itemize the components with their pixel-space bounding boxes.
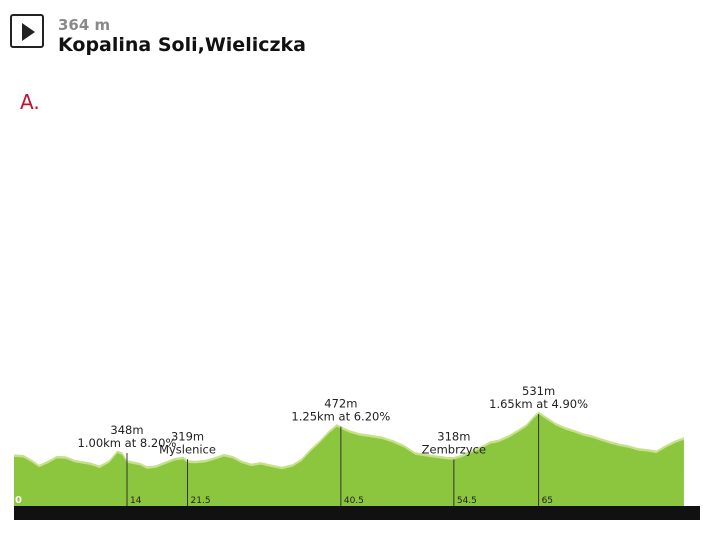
place-name-label: Myslenice xyxy=(159,442,216,456)
km-tick-label: 21.5 xyxy=(191,496,211,506)
play-icon xyxy=(22,23,35,41)
km-tick-label: 40.5 xyxy=(344,496,364,506)
climb-detail-label: 1.65km at 4.90% xyxy=(489,397,588,411)
elevation-label: 348m xyxy=(110,423,143,437)
altitude-label: 364 m xyxy=(58,16,111,34)
map-marker-label: A. xyxy=(20,90,40,114)
elevation-label: 318m xyxy=(437,429,470,443)
climb-detail-label: 1.00km at 8.20% xyxy=(78,436,177,450)
place-name-label: Zembrzyce xyxy=(422,442,486,456)
km-tick-label: 65 xyxy=(542,496,553,506)
elevation-label: 319m xyxy=(171,429,204,443)
play-button[interactable] xyxy=(10,14,44,48)
profile-area xyxy=(14,414,684,506)
elevation-label: 531m xyxy=(522,384,555,398)
location-title: Kopalina Soli,Wieliczka xyxy=(58,34,306,56)
km-tick-label: 14 xyxy=(130,496,142,506)
km-tick-label: 54.5 xyxy=(457,496,477,506)
climb-detail-label: 1.25km at 6.20% xyxy=(291,410,390,424)
start-km-label: 0 xyxy=(15,495,22,506)
elevation-label: 472m xyxy=(324,397,357,411)
profile-baseline xyxy=(14,506,700,520)
